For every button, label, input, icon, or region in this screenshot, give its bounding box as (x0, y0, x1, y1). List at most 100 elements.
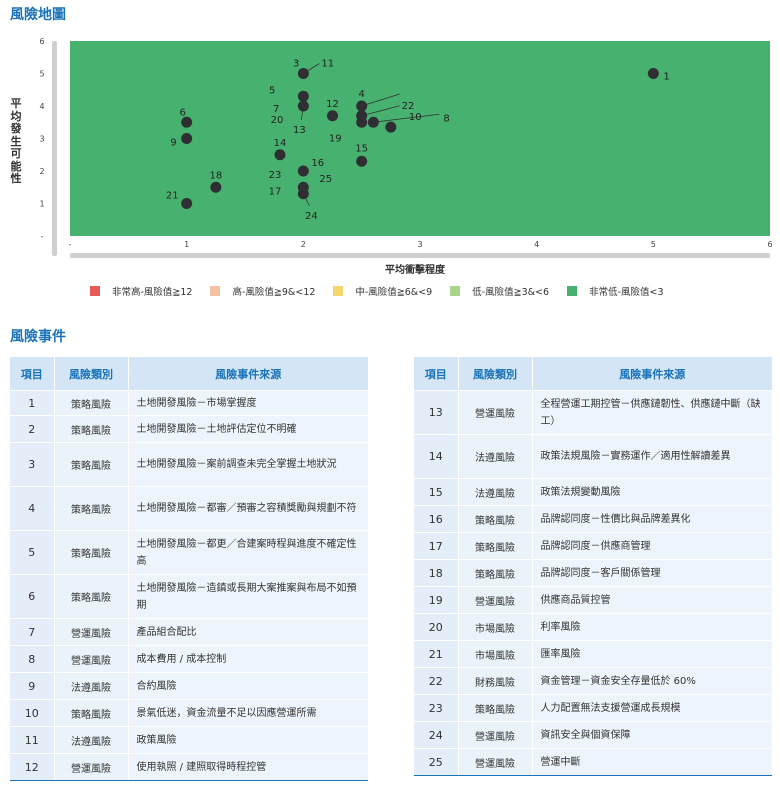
risk-source: 營運中斷 (531, 748, 772, 776)
risk-category: 策略風險 (457, 505, 532, 533)
y-tick-label: 6 (39, 37, 44, 46)
leader-line (302, 193, 310, 206)
risk-point-label: 9 (170, 138, 176, 149)
row-number: 16 (414, 505, 458, 533)
leader-line (300, 105, 304, 121)
risk-source: 全程營運工期控管－供應鏈韌性、供應鏈中斷（缺工） (531, 390, 772, 435)
risk-point-label: 16 (311, 158, 324, 169)
row-number: 8 (10, 645, 54, 673)
risk-point-label: 25 (319, 174, 332, 185)
table-row: 7 營運風險 產品組合配比 (10, 618, 368, 646)
risk-point-label: 14 (274, 138, 287, 149)
risk-source: 政策風險 (127, 726, 368, 754)
row-number: 12 (10, 753, 54, 781)
table-row: 25 營運風險 營運中斷 (414, 748, 772, 776)
risk-category: 營運風險 (457, 390, 532, 435)
risk-source: 景氣低迷，資金流量不足以因應營運所需 (127, 699, 368, 727)
risk-source: 土地開發風險－案前調查未完全掌握土地狀況 (127, 442, 368, 487)
table-row: 10 策略風險 景氣低迷，資金流量不足以因應營運所需 (10, 699, 368, 727)
row-number: 9 (10, 672, 54, 700)
risk-source: 供應商品質控管 (531, 586, 772, 614)
risk-source: 人力配置無法支援營運成長規模 (531, 694, 772, 722)
row-number: 7 (10, 618, 54, 646)
risk-category: 營運風險 (53, 753, 128, 781)
risk-category: 策略風險 (53, 390, 128, 416)
y-axis-bar (52, 41, 57, 256)
table-row: 21 市場風險 匯率風險 (414, 640, 772, 668)
risk-point (647, 68, 659, 79)
table-row: 4 策略風險 土地開發風險－都審／預審之容積獎勵與規劃不符 (10, 486, 368, 531)
risk-point-label: 11 (321, 59, 334, 70)
risk-point-label: 20 (271, 115, 284, 126)
legend-item: 非常低-風險值<3 (567, 284, 664, 298)
risk-category: 策略風險 (457, 559, 532, 587)
table-row: 15 法遵風險 政策法規變動風險 (414, 478, 772, 506)
table-row: 19 營運風險 供應商品質控管 (414, 586, 772, 614)
table-row: 17 策略風險 品牌認同度－供應商管理 (414, 532, 772, 560)
risk-point-label: 5 (269, 85, 275, 96)
table-row: 1 策略風險 土地開發風險－市場掌握度 (10, 390, 368, 416)
risk-point-label: 7 (273, 104, 279, 115)
risk-category: 策略風險 (53, 530, 128, 575)
leader-line (303, 63, 320, 74)
row-number: 13 (414, 390, 458, 435)
risk-category: 法遵風險 (457, 478, 532, 506)
risk-point (210, 181, 222, 193)
legend-swatch (333, 286, 344, 296)
risk-source: 土地開發風險－造鎮或長期大案推案與布局不如預期 (127, 574, 368, 619)
row-number: 17 (414, 532, 458, 560)
legend-swatch (210, 286, 221, 296)
risk-category: 營運風險 (457, 748, 532, 776)
risk-category: 策略風險 (457, 532, 532, 560)
row-number: 3 (10, 442, 54, 487)
legend-label: 中-風險值≧6&<9 (355, 287, 433, 298)
x-axis-label: 平均衝擊程度 (385, 263, 446, 276)
row-number: 18 (414, 559, 458, 587)
x-axis-bar (70, 253, 770, 258)
risk-point (385, 121, 397, 133)
risk-source: 品牌認同度－性價比與品牌差異化 (531, 505, 772, 533)
row-number: 25 (414, 748, 458, 776)
row-number: 23 (414, 694, 458, 722)
risk-point-label: 8 (443, 113, 449, 124)
y-tick-label: 5 (39, 70, 44, 79)
risk-category: 營運風險 (457, 721, 532, 749)
risk-events-table-right: 項目 風險類別 風險事件來源 13 營運風險 全程營運工期控管－供應鏈韌性、供應鏈中… (414, 357, 772, 776)
risk-source: 品牌認同度－客戶關係管理 (531, 559, 772, 587)
leader-line (361, 105, 400, 117)
risk-point-label: 18 (209, 170, 222, 181)
risk-point-label: 22 (402, 101, 415, 112)
row-number: 5 (10, 530, 54, 575)
risk-category: 營運風險 (53, 645, 128, 673)
row-number: 4 (10, 486, 54, 531)
risk-point (181, 198, 193, 209)
header-source: 風險事件來源 (127, 357, 368, 391)
legend-label: 高-風險值≧9&<12 (232, 287, 316, 298)
risk-category: 營運風險 (457, 586, 532, 614)
legend-label: 低-風險值≧3&<6 (472, 287, 550, 298)
risk-point-label: 10 (409, 112, 422, 123)
risk-point-label: 19 (329, 133, 342, 144)
risk-point (297, 165, 309, 177)
legend-label: 非常低-風險值<3 (589, 287, 664, 298)
y-tick-label: 2 (39, 167, 44, 176)
risk-point-label: 17 (269, 186, 282, 197)
table-row: 3 策略風險 土地開發風險－案前調查未完全掌握土地狀況 (10, 442, 368, 487)
risk-source: 利率風險 (531, 613, 772, 641)
header-item: 項目 (10, 357, 54, 391)
risk-category: 策略風險 (53, 442, 128, 487)
leader-line (361, 93, 400, 107)
y-tick-label: 4 (39, 102, 44, 111)
risk-point (356, 116, 368, 128)
x-tick-label: 3 (417, 240, 422, 249)
risk-point (297, 90, 309, 102)
table-row: 12 營運風險 使用執照 / 建照取得時程控管 (10, 753, 368, 781)
row-number: 15 (414, 478, 458, 506)
risk-category: 市場風險 (457, 613, 532, 641)
risk-category: 法遵風險 (53, 726, 128, 754)
row-number: 19 (414, 586, 458, 614)
legend-item: 高-風險值≧9&<12 (210, 284, 315, 298)
risk-source: 土地開發風險－土地評估定位不明確 (127, 415, 368, 443)
table-row: 9 法遵風險 合約風險 (10, 672, 368, 700)
